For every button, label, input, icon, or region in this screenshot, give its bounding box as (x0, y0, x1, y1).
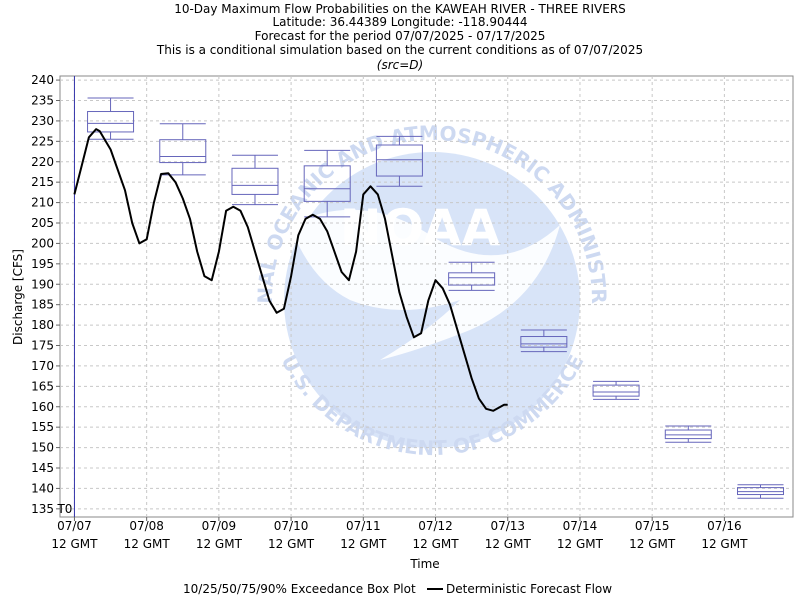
chart-subtitle: (src=D) (377, 58, 423, 72)
y-tick-label: 145 (31, 461, 54, 475)
box-plot (375, 135, 423, 187)
y-tick-label: 165 (31, 379, 54, 393)
x-tick-label-time: 12 GMT (268, 537, 315, 551)
y-tick-label: 220 (31, 155, 54, 169)
y-tick-label: 225 (31, 134, 54, 148)
box-iqr (231, 167, 279, 195)
t0-marker: T0 (56, 76, 75, 517)
x-tick-label-date: 07/09 (202, 519, 237, 533)
x-tick-label-time: 12 GMT (701, 537, 748, 551)
grid (60, 76, 793, 517)
box-iqr (737, 487, 785, 496)
x-tick-label-date: 07/13 (490, 519, 525, 533)
box-iqr (520, 336, 568, 348)
y-tick-label: 195 (31, 257, 54, 271)
x-tick-label-time: 12 GMT (196, 537, 243, 551)
y-tick-label: 155 (31, 420, 54, 434)
x-tick-label-date: 07/11 (346, 519, 381, 533)
noaa-logo-center-text: NOAA (340, 199, 501, 257)
x-tick-label-time: 12 GMT (51, 537, 98, 551)
x-tick-label-date: 07/07 (57, 519, 92, 533)
y-tick-label: 140 (31, 481, 54, 495)
box-iqr (303, 165, 351, 202)
deterministic-forecast-line (73, 128, 508, 412)
chart-title: 10-Day Maximum Flow Probabilities on the… (156, 2, 643, 72)
y-axis-ticks: 135 140 145 150 155 160 165 170 175 180 185 190 195 2… (31, 73, 60, 516)
legend: 10/25/50/75/90% Exceedance Box Plot Dete… (183, 582, 612, 596)
t0-label: T0 (56, 502, 72, 516)
box-plot (592, 380, 640, 400)
box-iqr (592, 384, 640, 397)
title-line-3: Forecast for the period 07/07/2025 - 07/… (255, 29, 546, 43)
y-tick-label: 160 (31, 400, 54, 414)
y-tick-label: 240 (31, 73, 54, 87)
y-tick-label: 190 (31, 277, 54, 291)
y-tick-label: 210 (31, 196, 54, 210)
box-plot (737, 484, 785, 499)
box-plot (231, 154, 279, 206)
x-tick-label-time: 12 GMT (412, 537, 459, 551)
y-tick-label: 215 (31, 175, 54, 189)
y-tick-label: 235 (31, 94, 54, 108)
y-tick-label: 180 (31, 318, 54, 332)
x-tick-label-time: 12 GMT (557, 537, 604, 551)
title-line-4: This is a conditional simulation based o… (156, 43, 643, 57)
x-axis-title: Time (409, 557, 439, 571)
box-iqr (159, 139, 207, 164)
box-plot (87, 97, 135, 140)
y-tick-label: 170 (31, 359, 54, 373)
title-line-1: 10-Day Maximum Flow Probabilities on the… (174, 2, 626, 16)
y-tick-label: 200 (31, 236, 54, 250)
y-tick-label: 135 (31, 502, 54, 516)
x-tick-label-time: 12 GMT (124, 537, 171, 551)
x-tick-label-date: 07/16 (707, 519, 742, 533)
x-tick-label-time: 12 GMT (340, 537, 387, 551)
x-tick-label-date: 07/14 (563, 519, 598, 533)
box-plot (664, 425, 712, 443)
y-tick-label: 185 (31, 298, 54, 312)
y-tick-label: 175 (31, 339, 54, 353)
x-tick-label-date: 07/12 (418, 519, 453, 533)
x-tick-label-time: 12 GMT (629, 537, 676, 551)
box-plot (303, 149, 351, 218)
box-iqr (448, 272, 496, 286)
box-iqr (375, 144, 423, 177)
x-tick-label-time: 12 GMT (485, 537, 532, 551)
y-tick-label: 150 (31, 441, 54, 455)
y-tick-label: 230 (31, 114, 54, 128)
legend-box-label: 10/25/50/75/90% Exceedance Box Plot (183, 582, 416, 596)
y-tick-label: 205 (31, 216, 54, 230)
box-iqr (87, 111, 135, 133)
box-iqr (664, 429, 712, 440)
box-plot (520, 329, 568, 353)
title-line-2: Latitude: 36.44389 Longitude: -118.90444 (272, 15, 527, 29)
x-tick-label-date: 07/08 (129, 519, 164, 533)
box-plot (159, 123, 207, 176)
x-axis-ticks: 07/07 12 GMT 07/08 12 GMT 07/09 12 GMT 07/10 12… (51, 517, 748, 551)
box-plots (87, 97, 785, 499)
box-plot (448, 261, 496, 291)
y-axis-title: Discharge [CFS] (11, 249, 25, 345)
x-tick-label-date: 07/10 (274, 519, 309, 533)
x-tick-label-date: 07/15 (635, 519, 670, 533)
legend-line-label: Deterministic Forecast Flow (446, 582, 612, 596)
